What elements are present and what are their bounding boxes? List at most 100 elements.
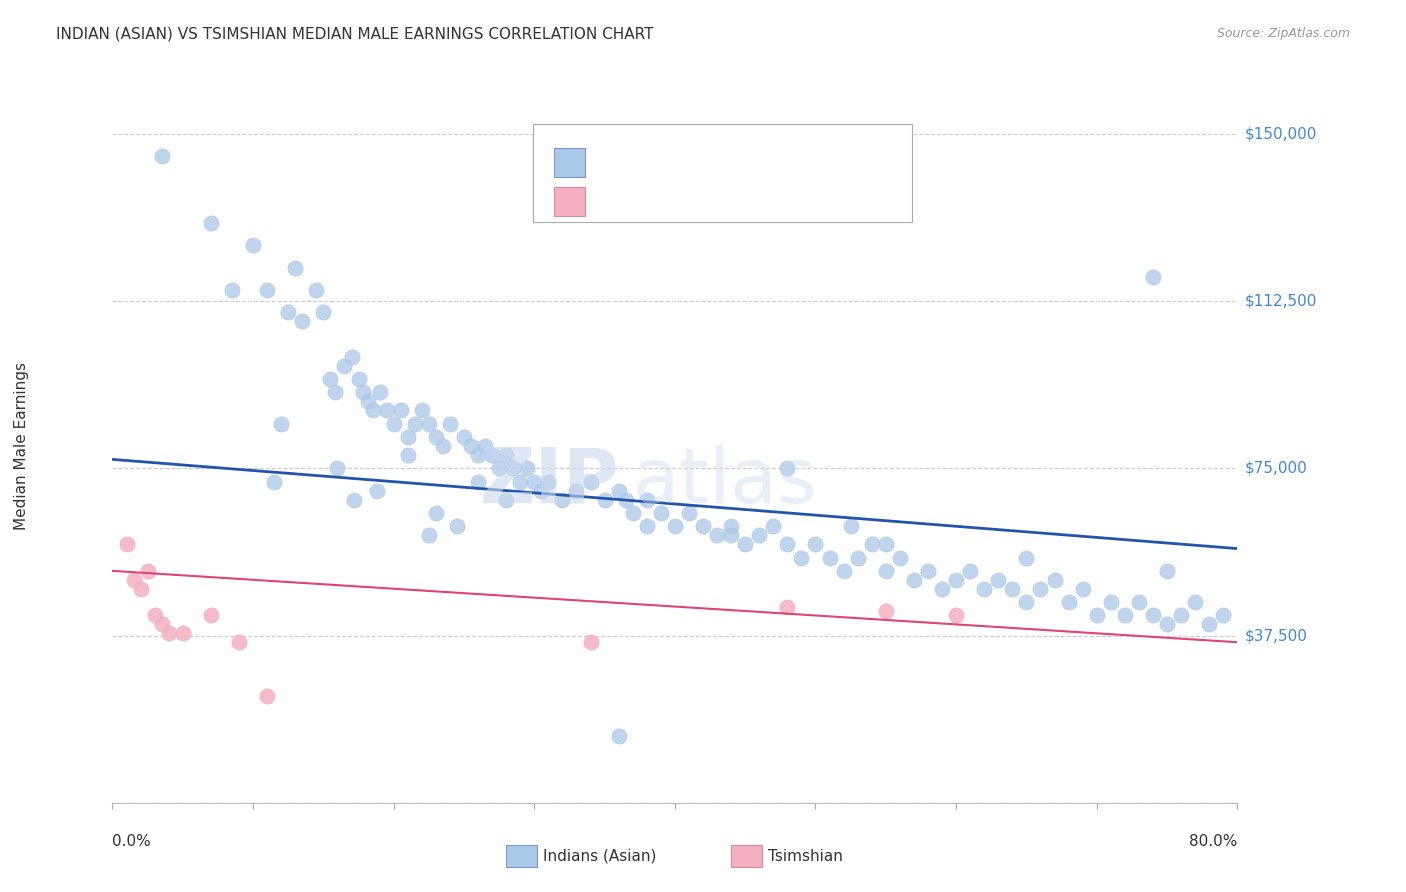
Point [1142,608,1164,623]
Point [228,635,250,649]
Text: Tsimshian: Tsimshian [768,849,842,863]
Point [467,475,489,489]
Point [242,238,264,252]
Point [439,417,461,431]
Point [150,149,173,163]
Point [172,626,194,640]
Point [474,439,496,453]
Point [122,573,145,587]
Point [366,483,388,498]
Text: -0.367: -0.367 [624,193,683,211]
Point [418,417,440,431]
Text: N =: N = [678,193,725,211]
Point [1001,582,1024,596]
Point [1156,617,1178,632]
Point [221,283,243,297]
Point [291,314,314,328]
Point [200,608,222,623]
Point [903,573,925,587]
Point [256,283,278,297]
Point [432,439,454,453]
Point [706,528,728,542]
Point [453,430,475,444]
Point [720,528,742,542]
Point [818,550,841,565]
Point [945,608,967,623]
Text: Median Male Earnings: Median Male Earnings [14,362,28,530]
Point [776,461,799,475]
Text: Indians (Asian): Indians (Asian) [543,849,657,863]
Point [734,537,756,551]
Point [1085,608,1108,623]
Point [357,394,380,409]
Text: $112,500: $112,500 [1244,293,1316,309]
Point [488,461,510,475]
Point [917,564,939,578]
Point [678,506,700,520]
Point [347,372,370,386]
Point [129,582,152,596]
Text: R =: R = [593,153,630,171]
Point [650,506,672,520]
Point [361,403,384,417]
Point [277,305,299,319]
Point [839,519,862,533]
Point [157,626,180,640]
Point [396,448,419,462]
Point [256,689,278,703]
Point [720,519,742,533]
Point [200,216,222,230]
Point [284,260,307,275]
Point [136,564,159,578]
Point [593,492,616,507]
Point [333,359,356,373]
Point [614,492,637,507]
Point [889,550,911,565]
Point [537,475,560,489]
Point [1029,582,1052,596]
Point [143,608,166,623]
Point [115,537,138,551]
Point [1057,595,1080,609]
Point [382,417,405,431]
Point [467,448,489,462]
Text: 80.0%: 80.0% [1189,834,1237,849]
Point [270,417,292,431]
Text: -0.192: -0.192 [624,153,683,171]
Point [352,385,374,400]
Point [523,475,546,489]
Point [1198,617,1220,632]
Point [495,492,517,507]
Point [150,617,173,632]
Text: $150,000: $150,000 [1244,127,1316,141]
Text: 110: 110 [723,153,758,171]
Point [418,528,440,542]
Point [1015,550,1038,565]
Point [516,461,538,475]
Text: R =: R = [593,193,630,211]
Point [1142,269,1164,284]
Text: $75,000: $75,000 [1244,461,1308,475]
Point [481,448,503,462]
Point [945,573,967,587]
Point [509,475,531,489]
Text: Source: ZipAtlas.com: Source: ZipAtlas.com [1216,27,1350,40]
Point [263,475,285,489]
Point [425,506,447,520]
Point [860,537,883,551]
Point [1170,608,1192,623]
Text: N =: N = [678,153,725,171]
Point [565,483,588,498]
Point [343,492,366,507]
Point [607,729,630,743]
Point [502,461,524,475]
Point [973,582,995,596]
Point [776,599,799,614]
Point [846,550,869,565]
Point [692,519,714,533]
Point [425,430,447,444]
Point [804,537,827,551]
Point [411,403,433,417]
Text: atlas: atlas [633,445,817,518]
Point [875,604,897,618]
